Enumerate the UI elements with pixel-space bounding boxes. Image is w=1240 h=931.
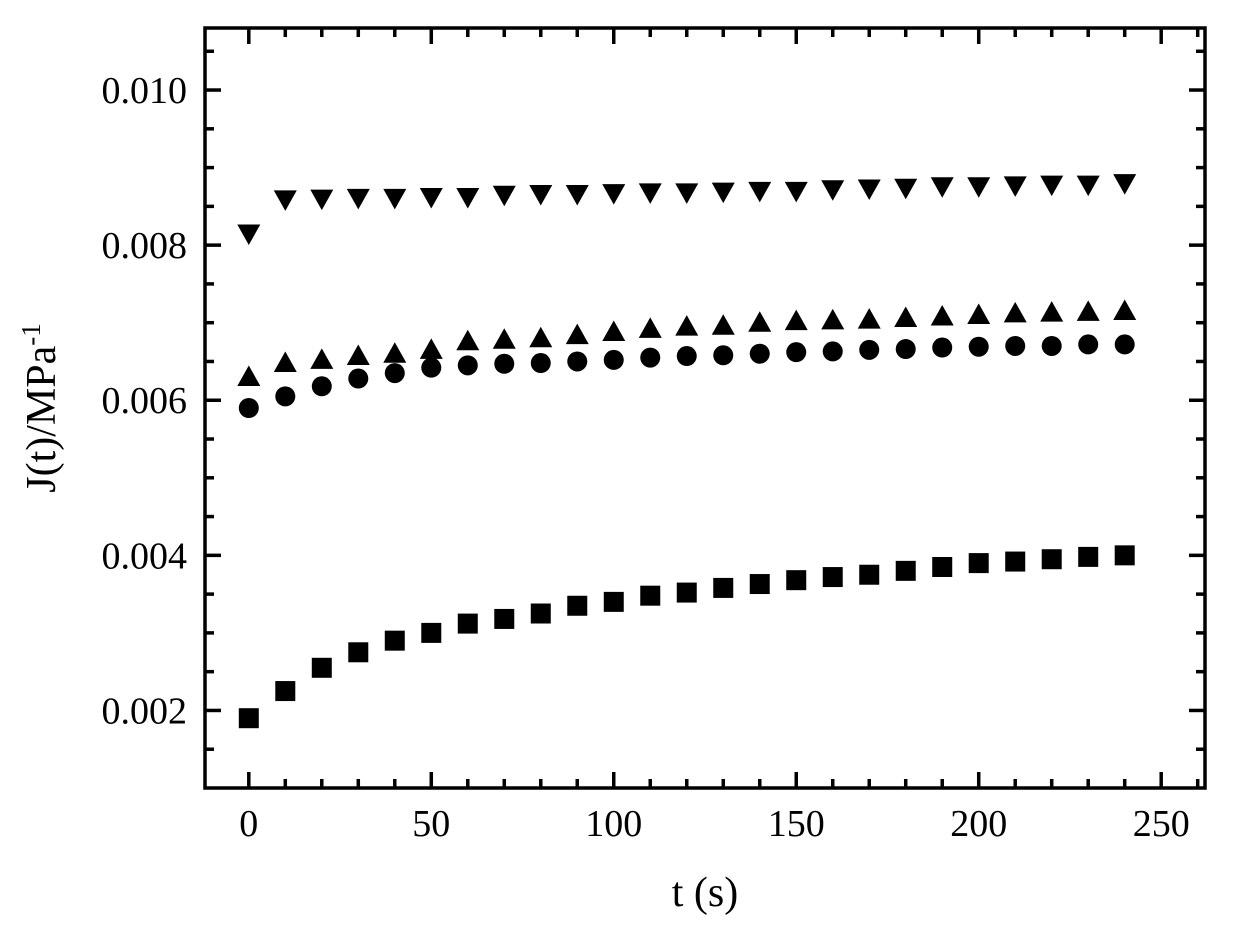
marker-square — [640, 586, 660, 606]
marker-circle — [677, 346, 697, 366]
marker-circle — [969, 337, 989, 357]
x-tick-label: 100 — [585, 803, 642, 845]
marker-circle — [750, 344, 770, 364]
x-axis-title: t (s) — [672, 870, 739, 916]
marker-circle — [823, 341, 843, 361]
marker-square — [823, 567, 843, 587]
marker-circle — [275, 386, 295, 406]
marker-circle — [531, 353, 551, 373]
x-tick-label: 0 — [239, 803, 258, 845]
marker-square — [896, 561, 916, 581]
marker-square — [677, 583, 697, 603]
y-tick-label: 0.002 — [102, 690, 188, 732]
marker-square — [239, 708, 259, 728]
marker-square — [1042, 549, 1062, 569]
marker-circle — [1115, 334, 1135, 354]
marker-circle — [1005, 336, 1025, 356]
marker-square — [385, 631, 405, 651]
y-tick-label: 0.004 — [102, 535, 188, 577]
marker-circle — [932, 338, 952, 358]
marker-circle — [786, 342, 806, 362]
marker-square — [494, 609, 514, 629]
marker-square — [713, 578, 733, 598]
creep-compliance-chart: 0 50 100 150 200 250 0.002 0.004 0.006 0.008 0.010… — [0, 0, 1240, 931]
marker-circle — [239, 398, 259, 418]
marker-circle — [494, 354, 514, 374]
marker-square — [1115, 545, 1135, 565]
marker-square — [275, 681, 295, 701]
y-axis-title: J(t)/MPa-1 — [16, 323, 65, 493]
x-tick-label: 150 — [768, 803, 825, 845]
marker-square — [604, 592, 624, 612]
marker-square — [567, 596, 587, 616]
y-tick-label: 0.006 — [102, 380, 188, 422]
marker-circle — [421, 358, 441, 378]
marker-circle — [348, 369, 368, 389]
chart-svg: 0 50 100 150 200 250 0.002 0.004 0.006 0.008 0.010… — [0, 0, 1240, 931]
marker-square — [531, 604, 551, 624]
marker-square — [312, 658, 332, 678]
marker-circle — [1042, 336, 1062, 356]
y-tick-label: 0.008 — [102, 225, 188, 267]
x-tick-label: 250 — [1133, 803, 1190, 845]
marker-square — [932, 557, 952, 577]
marker-square — [421, 623, 441, 643]
marker-circle — [312, 376, 332, 396]
marker-square — [1078, 547, 1098, 567]
marker-square — [458, 614, 478, 634]
marker-circle — [604, 350, 624, 370]
marker-square — [969, 553, 989, 573]
marker-circle — [896, 339, 916, 359]
marker-square — [859, 565, 879, 585]
marker-circle — [640, 348, 660, 368]
y-axis-title-group: J(t)/MPa-1 — [16, 323, 65, 493]
x-tick-label: 50 — [412, 803, 450, 845]
marker-square — [786, 570, 806, 590]
y-tick-label: 0.010 — [102, 70, 188, 112]
chart-background — [0, 0, 1240, 931]
marker-square — [750, 574, 770, 594]
marker-square — [348, 642, 368, 662]
marker-circle — [1078, 334, 1098, 354]
marker-circle — [567, 351, 587, 371]
marker-circle — [859, 340, 879, 360]
marker-circle — [385, 363, 405, 383]
marker-square — [1005, 552, 1025, 572]
marker-circle — [458, 355, 478, 375]
x-tick-label: 200 — [950, 803, 1007, 845]
marker-circle — [713, 345, 733, 365]
